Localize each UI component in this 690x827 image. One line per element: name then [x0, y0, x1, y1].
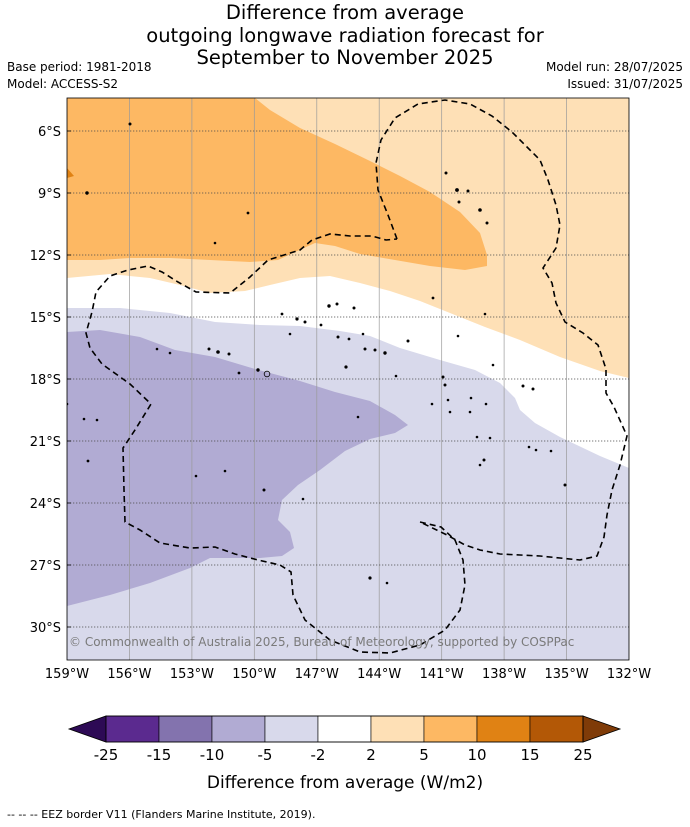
colorbar-segment-8 [529, 715, 584, 743]
title-line-3: September to November 2025 [196, 46, 494, 69]
lon-label-159w: 159°W [45, 667, 89, 682]
colorbar-segment-1 [158, 715, 213, 743]
lon-label-135w: 135°W [545, 667, 589, 682]
lon-label-132w: 132°W [607, 667, 651, 682]
colorbar-segments [105, 715, 584, 743]
map-plot-area: © Commonwealth of Australia 2025, Bureau… [67, 98, 629, 660]
colorbar-label-minus10: -10 [200, 746, 225, 764]
lat-label-30s: 30°S [30, 621, 61, 636]
lon-label-153w: 153°W [170, 667, 214, 682]
anomaly-region-minus-10-to-minus-5 [67, 330, 408, 606]
base-period: Base period: 1981-2018 [7, 60, 152, 74]
lat-label-24s: 24°S [30, 497, 61, 512]
colorbar-frame [105, 715, 584, 743]
model-name: Model: ACCESS-S2 [7, 77, 119, 91]
colorbar-label-10: 10 [467, 746, 486, 764]
colorbar-segment-0 [105, 715, 160, 743]
model-run: Model run: 28/07/2025 [545, 60, 683, 74]
issued-date: Issued: 31/07/2025 [567, 77, 683, 91]
lon-label-141w: 141°W [420, 667, 464, 682]
colorbar: -25 -15 -10 -5 -2 2 5 10 15 25 Differenc… [67, 715, 622, 793]
colorbar-segment-6 [423, 715, 478, 743]
colorbar-tick-labels: -25 -15 -10 -5 -2 2 5 10 15 25 [94, 746, 593, 764]
lat-label-9s: 9°S [38, 187, 61, 202]
anomaly-region-5-to-10 [67, 98, 487, 270]
colorbar-extend-low [67, 715, 107, 743]
lon-label-138w: 138°W [482, 667, 526, 682]
colorbar-label-5: 5 [419, 746, 429, 764]
colorbar-extend-high [582, 715, 622, 743]
colorbar-label-minus25: -25 [94, 746, 119, 764]
lon-label-147w: 147°W [295, 667, 339, 682]
colorbar-label-minus15: -15 [147, 746, 172, 764]
lon-label-144w: 144°W [357, 667, 401, 682]
title-line-2: outgoing longwave radiation forecast for [146, 23, 544, 47]
map-title: Difference from average outgoing longwav… [0, 1, 690, 70]
meta-right: Model run: 28/07/2025 Issued: 31/07/2025 [546, 59, 683, 93]
lon-label-156w: 156°W [107, 667, 151, 682]
lat-ticks [67, 130, 71, 628]
meta-left: Base period: 1981-2018 Model: ACCESS-S2 [7, 59, 152, 93]
anomaly-region-10-to-15 [67, 168, 74, 178]
lon-labels: 159°W 156°W 153°W 150°W 147°W 144°W 141°… [45, 667, 651, 682]
colorbar-segment-7 [476, 715, 531, 743]
colorbar-segment-5 [370, 715, 425, 743]
islands [67, 122, 567, 585]
colorbar-label-15: 15 [520, 746, 539, 764]
colorbar-label-2: 2 [366, 746, 376, 764]
eez-borders [85, 99, 628, 654]
colorbar-title: Difference from average (W/m2) [207, 773, 483, 793]
colorbar-label-minus5: -5 [258, 746, 273, 764]
lat-labels: 6°S 9°S 12°S 15°S 18°S 21°S 24°S 27°S 30… [30, 125, 61, 636]
lat-label-12s: 12°S [30, 249, 61, 264]
colorbar-segment-4 [317, 715, 372, 743]
lat-label-6s: 6°S [38, 125, 61, 140]
lat-label-21s: 21°S [30, 435, 61, 450]
lon-label-150w: 150°W [232, 667, 276, 682]
lat-label-15s: 15°S [30, 311, 61, 326]
title-line-1: Difference from average [225, 1, 465, 24]
eez-legend-footer: -- -- -- EEZ border V11 (Flanders Marine… [7, 808, 316, 821]
lat-label-27s: 27°S [30, 559, 61, 574]
copyright-notice: © Commonwealth of Australia 2025, Bureau… [69, 635, 574, 649]
eez-border-french-polynesia [375, 99, 628, 561]
latitude-lines [67, 130, 629, 628]
eez-border-austral [85, 233, 466, 654]
colorbar-label-25: 25 [573, 746, 592, 764]
colorbar-segment-3 [264, 715, 319, 743]
lat-label-18s: 18°S [30, 373, 61, 388]
colorbar-segment-2 [211, 715, 266, 743]
colorbar-label-minus2: -2 [311, 746, 326, 764]
